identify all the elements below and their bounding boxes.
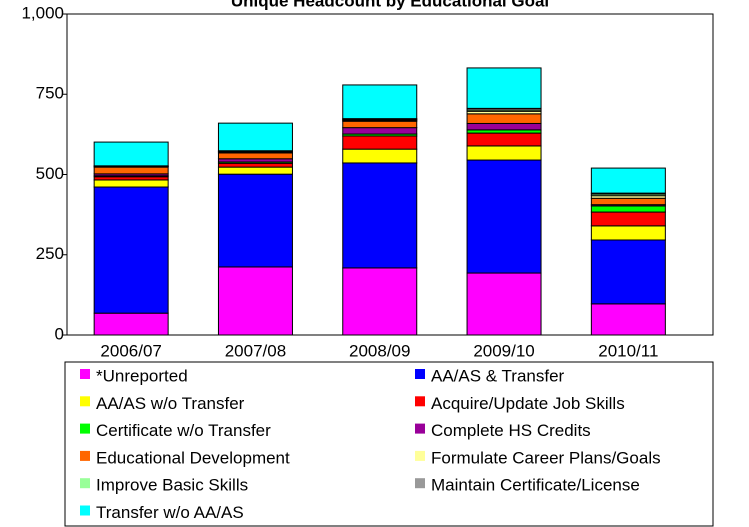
legend-swatch (80, 450, 90, 461)
bar-segment (342, 120, 418, 129)
y-tick-label: 0 (55, 324, 64, 343)
bar-segment (342, 148, 418, 164)
legend-swatch (415, 423, 425, 434)
bar-segment (590, 205, 666, 213)
legend-swatch (415, 478, 425, 489)
legend-label: Educational Development (96, 448, 290, 467)
bar-segment (590, 197, 666, 206)
bar-segment (93, 179, 169, 188)
legend-label: AA/AS w/o Transfer (96, 394, 245, 413)
bar-segment (466, 159, 542, 274)
bar-segment (93, 186, 169, 314)
bar-segment (217, 266, 293, 336)
bar-segment (590, 167, 666, 194)
legend-label: *Unreported (96, 366, 188, 385)
legend-label: AA/AS & Transfer (431, 366, 565, 385)
legend-swatch (80, 505, 90, 516)
legend-label: Certificate w/o Transfer (96, 421, 271, 440)
legend-swatch (80, 369, 90, 379)
bar-segment (590, 225, 666, 241)
bar-segment (466, 113, 542, 124)
legend-swatch (415, 450, 425, 461)
bar-segment (590, 211, 666, 227)
bar-segment (217, 173, 293, 268)
x-tick-label: 2007/08 (225, 341, 286, 360)
bar-segment (93, 312, 169, 336)
legend-label: Transfer w/o AA/AS (96, 503, 244, 522)
y-tick-label: 1,000 (21, 3, 64, 22)
y-tick-label: 750 (36, 84, 64, 103)
y-tick-label: 500 (36, 164, 64, 183)
bar-segment (590, 303, 666, 336)
x-tick-label: 2006/07 (100, 341, 161, 360)
legend-label: Formulate Career Plans/Goals (431, 448, 661, 467)
bar-segment (342, 127, 418, 135)
bar-segment (93, 141, 169, 167)
y-tick-label: 250 (36, 244, 64, 263)
bar-segment (217, 166, 293, 175)
bar-segment (590, 239, 666, 305)
bar-segment (217, 122, 293, 152)
x-tick-label: 2009/10 (473, 341, 534, 360)
legend-label: Maintain Certificate/License (431, 476, 640, 495)
bar-segment (466, 272, 542, 336)
bar-segment (342, 267, 418, 336)
bar-segment (342, 84, 418, 120)
bar-segment (466, 67, 542, 109)
legend-label: Complete HS Credits (431, 421, 591, 440)
legend-frame (64, 361, 714, 527)
bar-segment (217, 152, 293, 160)
bar-segment (466, 132, 542, 147)
legend-label: Improve Basic Skills (96, 476, 248, 495)
bar-segment (342, 162, 418, 269)
bar-segment (93, 166, 169, 175)
x-tick-label: 2008/09 (349, 341, 410, 360)
bar-segment (342, 135, 418, 150)
x-tick-label: 2010/11 (598, 341, 658, 360)
bar-segment (466, 122, 542, 131)
legend-label: Acquire/Update Job Skills (431, 394, 625, 413)
legend-swatch (415, 369, 425, 379)
legend-swatch (80, 396, 90, 407)
bar-segment (217, 162, 293, 168)
bar-segment (466, 145, 542, 161)
legend-swatch (80, 478, 90, 489)
chart-title: Unique Headcount by Educational Goal (231, 0, 549, 10)
legend-swatch (415, 396, 425, 407)
legend-swatch (80, 423, 90, 434)
